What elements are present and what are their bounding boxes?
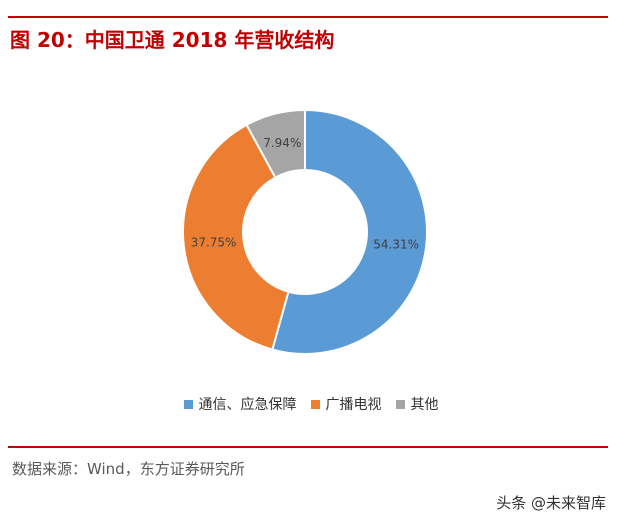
top-divider	[8, 16, 608, 18]
legend-label-other: 其他	[410, 397, 439, 413]
legend-swatch-broadcast	[310, 399, 320, 409]
legend-item-broadcast: 广播电视	[310, 394, 382, 414]
legend-label-broadcast: 广播电视	[325, 397, 382, 413]
legend-item-other: 其他	[395, 394, 439, 414]
data-label-other: 7.94%	[263, 136, 301, 150]
donut-chart: 54.31% 37.75% 7.94%	[182, 108, 428, 355]
data-label-telecom: 54.31%	[373, 237, 419, 251]
watermark: 头条 @未来智库	[496, 494, 606, 512]
donut-slice-telecom	[271, 108, 428, 355]
donut-slice-other	[245, 108, 306, 179]
legend-label-telecom: 通信、应急保障	[198, 397, 297, 413]
donut-slice-broadcast	[182, 123, 290, 351]
legend-swatch-other	[395, 399, 405, 409]
legend-item-telecom: 通信、应急保障	[183, 394, 297, 414]
source-note: 数据来源：Wind，东方证券研究所	[12, 460, 245, 478]
data-label-broadcast: 37.75%	[191, 235, 237, 249]
figure-title: 图 20：中国卫通 2018 年营收结构	[10, 28, 335, 52]
chart-legend: 通信、应急保障 广播电视 其他	[0, 394, 622, 414]
legend-swatch-telecom	[183, 399, 193, 409]
bottom-divider	[8, 446, 608, 448]
